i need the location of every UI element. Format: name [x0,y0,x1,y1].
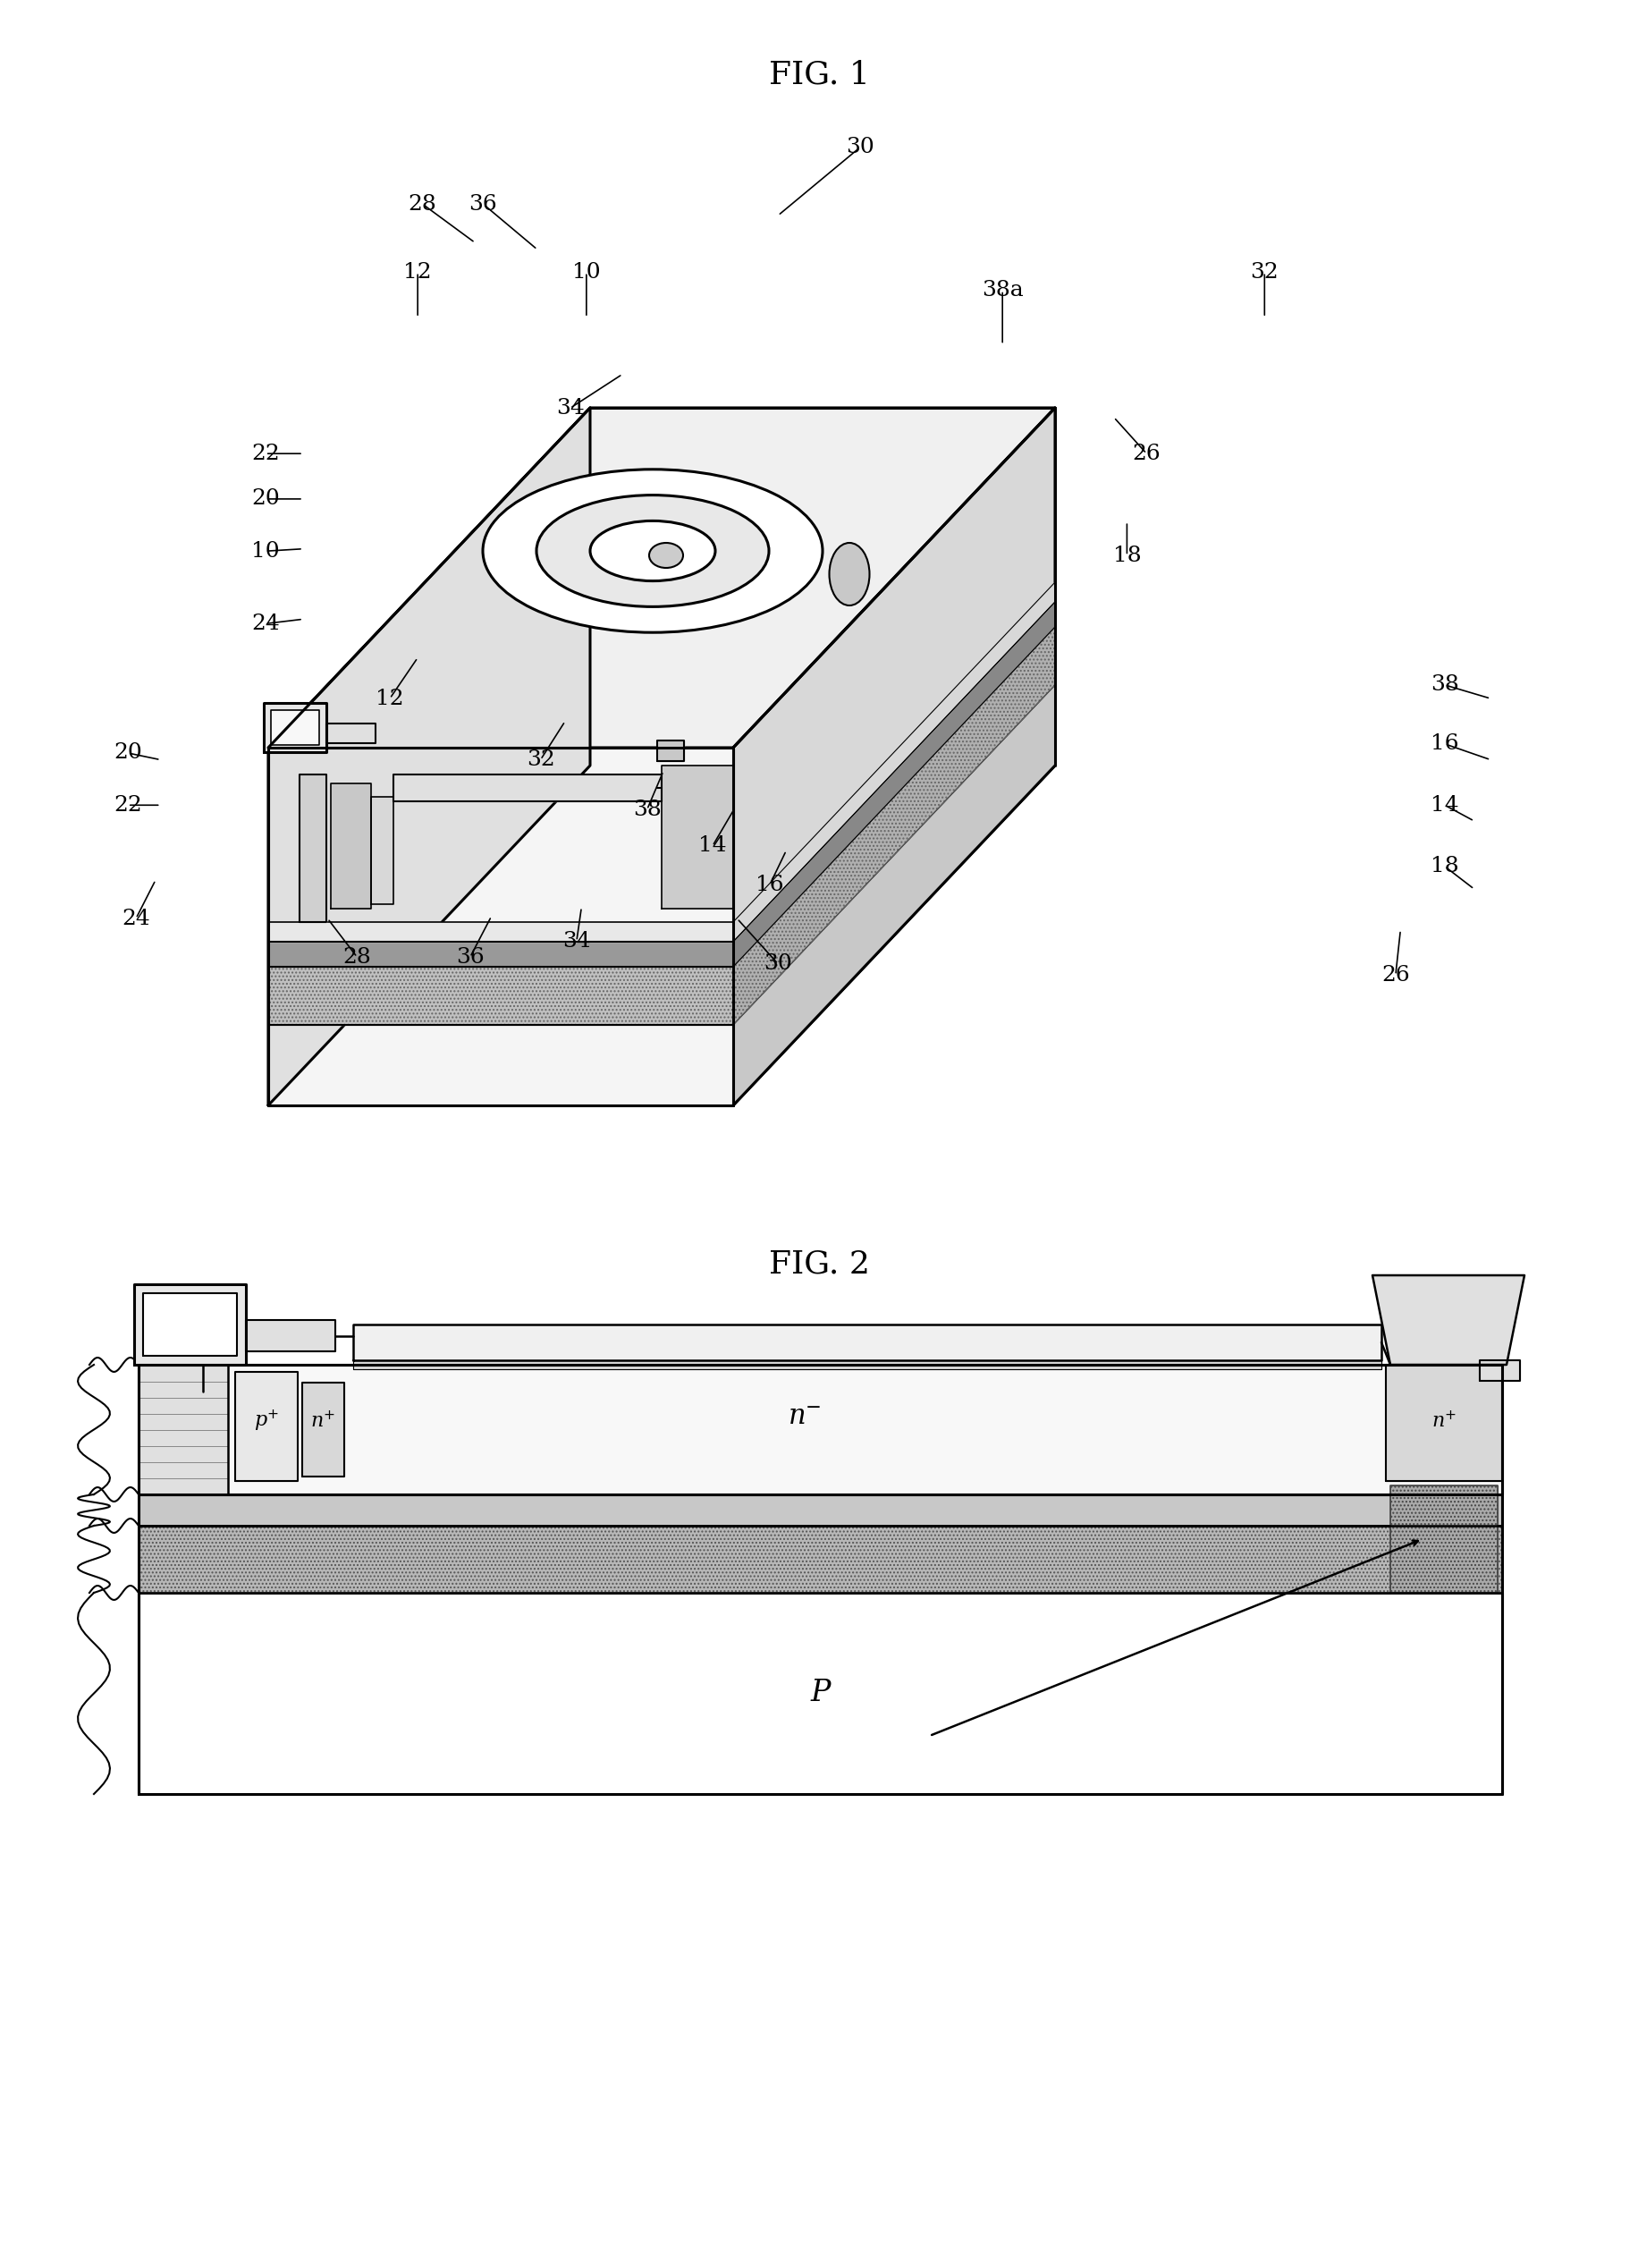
Text: 38: 38 [632,798,662,821]
Polygon shape [269,408,1055,748]
Text: 28: 28 [342,946,372,968]
Polygon shape [270,710,319,744]
Ellipse shape [537,494,768,608]
Text: 22: 22 [113,794,143,816]
Polygon shape [331,782,372,909]
Text: 28: 28 [408,193,437,215]
Text: 18: 18 [1430,855,1459,878]
Polygon shape [354,1325,1381,1361]
Text: 30: 30 [845,136,875,159]
Polygon shape [139,1592,1502,1794]
Text: 14: 14 [1430,794,1459,816]
Text: 16: 16 [1430,733,1459,755]
Polygon shape [264,703,326,753]
Polygon shape [662,767,734,909]
Text: 12: 12 [375,687,405,710]
Polygon shape [734,685,1055,1105]
Polygon shape [734,626,1055,1025]
Polygon shape [1386,1365,1502,1481]
Polygon shape [734,601,1055,966]
Text: 12: 12 [403,261,432,284]
Polygon shape [246,1320,336,1352]
Text: n$^{+}$: n$^{+}$ [310,1411,336,1431]
Polygon shape [301,1383,344,1476]
Text: 18: 18 [1112,544,1142,567]
Polygon shape [326,723,375,744]
Text: 20: 20 [251,488,280,510]
Text: 26: 26 [1381,964,1410,987]
Text: 36: 36 [468,193,498,215]
Polygon shape [139,1365,228,1495]
Ellipse shape [483,469,822,633]
Text: 26: 26 [1132,442,1161,465]
Polygon shape [372,796,393,905]
Ellipse shape [590,522,716,581]
Polygon shape [139,1365,1502,1495]
Polygon shape [734,583,1055,941]
Polygon shape [1391,1486,1497,1592]
Text: 14: 14 [698,835,727,857]
Text: FIG. 1: FIG. 1 [768,59,870,88]
Text: p$^{+}$: p$^{+}$ [254,1408,278,1433]
Polygon shape [269,748,734,1105]
Polygon shape [269,923,734,941]
Text: 34: 34 [555,397,585,420]
Polygon shape [657,739,685,762]
Text: FIG. 2: FIG. 2 [768,1247,870,1279]
Text: 34: 34 [562,930,591,953]
Polygon shape [143,1293,238,1356]
Polygon shape [269,941,734,966]
Text: 36: 36 [455,946,485,968]
Text: 10: 10 [572,261,601,284]
Text: P: P [811,1678,830,1708]
Text: 38a: 38a [981,279,1024,302]
Polygon shape [393,773,662,801]
Text: 20: 20 [113,742,143,764]
Text: 16: 16 [755,873,785,896]
Text: 24: 24 [251,612,280,635]
Text: 32: 32 [1250,261,1279,284]
Polygon shape [139,1495,1502,1526]
Polygon shape [269,408,590,1105]
Polygon shape [236,1372,298,1481]
Polygon shape [734,408,1055,1105]
Polygon shape [134,1284,246,1365]
Text: 38: 38 [1430,674,1459,696]
Text: 32: 32 [526,748,555,771]
Polygon shape [269,966,734,1025]
Text: n$^{+}$: n$^{+}$ [1432,1411,1456,1431]
Text: 22: 22 [251,442,280,465]
Polygon shape [1479,1361,1520,1381]
Polygon shape [1373,1275,1525,1365]
Ellipse shape [649,542,683,567]
Text: 10: 10 [251,540,280,562]
Text: n$^{-}$: n$^{-}$ [788,1402,822,1431]
Polygon shape [354,1361,1381,1370]
Text: 30: 30 [763,953,793,975]
Polygon shape [300,773,326,923]
Text: 24: 24 [121,907,151,930]
Polygon shape [139,1526,1502,1592]
Ellipse shape [829,542,870,606]
